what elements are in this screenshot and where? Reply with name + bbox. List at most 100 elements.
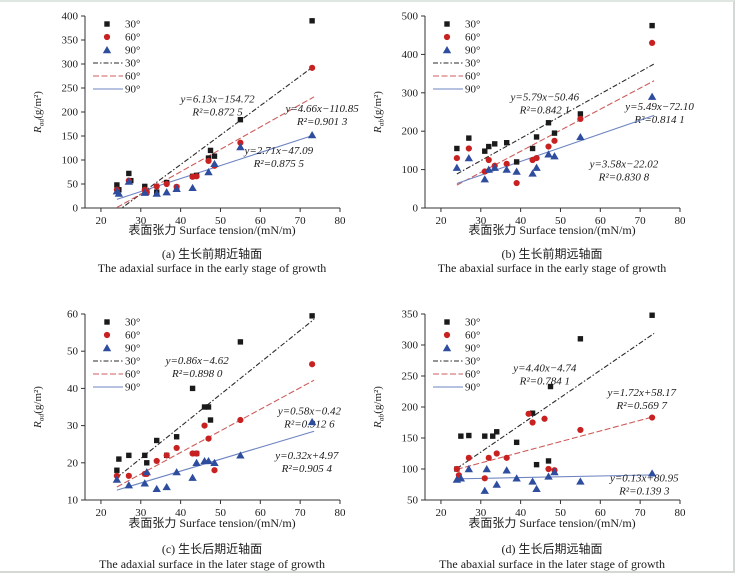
y-axis-label: Rad(g/m²) <box>32 91 46 134</box>
x-axis-label-d: 表面张力 Surface tension/(mN/m) <box>468 516 636 530</box>
y-tick-label: 300 <box>62 59 79 71</box>
x-tick-label: 60 <box>255 215 267 227</box>
axes <box>81 15 341 212</box>
fit-equation-s90: y=0.13x+80.95 R²=0.139 3 <box>609 472 679 497</box>
caption-d-en: The abaxial surface in the later stage o… <box>439 557 665 571</box>
axes <box>421 15 681 212</box>
x-tick-label: 20 <box>95 507 107 519</box>
x-tick-label: 40 <box>515 507 527 519</box>
x-tick-label: 60 <box>595 507 607 519</box>
y-tick-label: 100 <box>402 464 419 476</box>
x-axis-label-b: 表面张力 Surface tension/(mN/m) <box>468 223 636 237</box>
caption-a-en: The adaxial surface in the early stage o… <box>97 261 327 275</box>
legend-label: 90° <box>465 45 480 57</box>
y-tick-label: 300 <box>402 340 419 352</box>
y-tick-label: 500 <box>402 11 419 23</box>
y-axis-label: Rab(g/m²) <box>372 91 386 134</box>
y-tick-label: 40 <box>67 383 79 395</box>
y-tick-label: 250 <box>62 83 79 95</box>
tick-labels: 20 30 40 50 60 70 80 0 50 100 150 200 250 300 350 400 <box>62 11 347 228</box>
x-tick-label: 70 <box>295 215 307 227</box>
legend-label: 60° <box>125 71 140 83</box>
panel-a-chart: 20 30 40 50 60 70 80 0 50 100 150 200 250 300 350 400 Ra… <box>32 11 359 228</box>
fit-equation-s30: y=4.40x−4.74 R²=0.784 1 <box>512 363 577 388</box>
y-tick-label: 100 <box>402 164 419 176</box>
caption-c-en: The adaxial surface in the later stage o… <box>99 557 325 571</box>
x-tick-label: 60 <box>255 507 267 519</box>
legend-label: 90° <box>125 343 140 355</box>
x-tick-label: 80 <box>335 215 347 227</box>
tick-labels: 20 30 40 50 60 70 80 10 20 30 40 50 60 <box>67 309 346 520</box>
y-axis-label: Rab(g/m²) <box>372 386 386 429</box>
fit-line-s30 <box>120 65 315 208</box>
series-90°-points <box>452 465 657 494</box>
legend: 30°60°90°30°60°90° <box>93 19 140 96</box>
fit-equation-s90: y=2.71x−47.09 R²=0.875 5 <box>243 145 313 170</box>
x-tick-label: 70 <box>635 215 647 227</box>
legend-label: 30° <box>125 58 140 70</box>
tick-labels: 20 30 40 50 60 70 80 50 100 150 200 250 300 350 <box>402 309 687 520</box>
legend: 30°60°90°30°60°90° <box>433 317 480 394</box>
legend-label: 60° <box>125 32 140 44</box>
y-tick-label: 10 <box>67 495 79 507</box>
y-tick-label: 200 <box>402 402 419 414</box>
y-tick-label: 0 <box>413 203 419 215</box>
legend: 30°60°90°30°60°90° <box>93 317 140 394</box>
y-tick-label: 50 <box>67 179 79 191</box>
legend-label: 60° <box>465 369 480 381</box>
x-tick-label: 50 <box>555 215 567 227</box>
y-tick-label: 0 <box>73 203 79 215</box>
fit-line-s60 <box>456 416 655 470</box>
caption-b-zh: (b) 生长前期远轴面 <box>501 247 603 261</box>
caption-c-zh: (c) 生长后期近轴面 <box>161 542 263 556</box>
series-30°-points <box>454 22 655 165</box>
y-tick-label: 50 <box>67 346 79 358</box>
legend-label: 30° <box>465 317 480 329</box>
legend: 30°60°90°30°60°90° <box>433 19 480 96</box>
x-tick-label: 30 <box>135 215 147 227</box>
fit-equation-s60: y=1.72x+58.17 R²=0.569 7 <box>606 387 676 412</box>
panel-b-chart: 20 30 40 50 60 70 80 0 100 200 300 400 500 Rab(g/m²) y… <box>372 11 694 228</box>
legend-label: 30° <box>465 19 480 31</box>
y-tick-label: 350 <box>402 309 419 321</box>
legend-label: 30° <box>125 317 140 329</box>
x-tick-label: 40 <box>175 215 187 227</box>
y-tick-label: 250 <box>402 371 419 383</box>
series-90°-points <box>452 92 657 183</box>
fit-equation-s60: y=0.58x−0.42 R²=0.912 6 <box>277 405 342 430</box>
legend-label: 60° <box>125 369 140 381</box>
x-tick-label: 20 <box>435 215 447 227</box>
fit-equation-s90: y=0.32x+4.97 R²=0.905 4 <box>274 450 339 475</box>
caption-d-zh: (d) 生长后期远轴面 <box>501 542 603 556</box>
series-90°-points <box>112 131 317 197</box>
legend-label: 60° <box>465 330 480 342</box>
x-tick-label: 80 <box>675 215 687 227</box>
y-tick-label: 100 <box>62 155 79 167</box>
x-tick-label: 50 <box>555 507 567 519</box>
legend-label: 30° <box>465 356 480 368</box>
axes <box>421 313 681 504</box>
x-tick-label: 80 <box>335 507 347 519</box>
legend-label: 60° <box>465 71 480 83</box>
fit-line-s30 <box>116 318 315 479</box>
x-tick-label: 80 <box>675 507 687 519</box>
legend-label: 30° <box>465 58 480 70</box>
panel-d-chart: 20 30 40 50 60 70 80 50 100 150 200 250 300 350 Rab(g/… <box>372 309 687 520</box>
x-tick-label: 20 <box>95 215 107 227</box>
y-tick-label: 50 <box>407 495 419 507</box>
caption-a-zh: (a) 生长前期近轴面 <box>161 247 263 261</box>
y-tick-label: 400 <box>402 49 419 61</box>
fit-equation-s90: y=3.58x−22.02 R²=0.830 8 <box>589 159 659 184</box>
legend-label: 30° <box>125 19 140 31</box>
x-axis-label-a: 表面张力 Surface tension/(mN/m) <box>128 223 296 237</box>
y-tick-label: 150 <box>62 131 79 143</box>
legend-label: 90° <box>465 343 480 355</box>
legend-label: 90° <box>465 382 480 394</box>
legend-label: 30° <box>125 356 140 368</box>
x-tick-label: 50 <box>215 507 227 519</box>
x-tick-label: 60 <box>595 215 607 227</box>
series-60°-points <box>453 410 656 482</box>
legend-label: 90° <box>465 84 480 96</box>
legend-label: 60° <box>125 330 140 342</box>
